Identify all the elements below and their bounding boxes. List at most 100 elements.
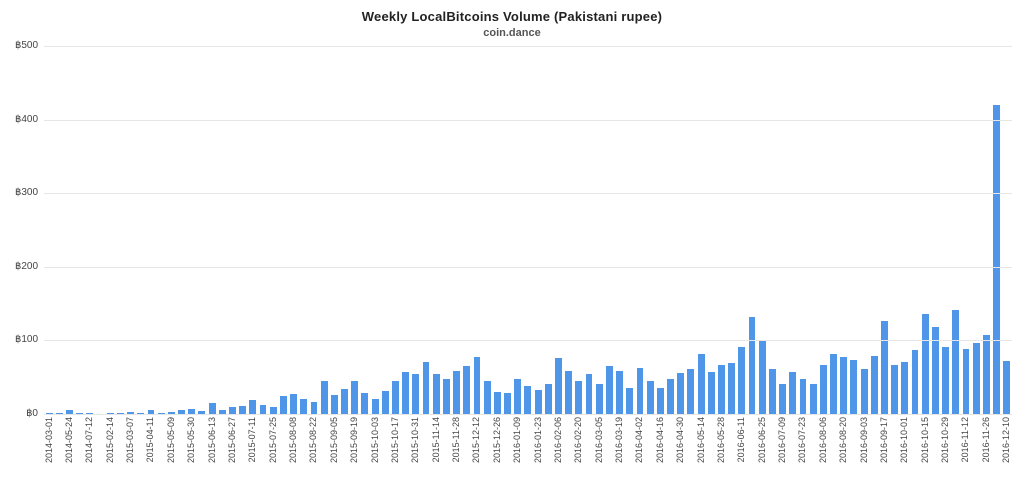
bar[interactable] [279, 395, 287, 414]
bar[interactable] [870, 355, 878, 414]
bar[interactable] [392, 380, 399, 414]
bar-slot [808, 46, 818, 414]
bar[interactable] [1003, 361, 1011, 414]
bar[interactable] [860, 369, 868, 414]
bar[interactable] [259, 405, 267, 414]
bar[interactable] [687, 369, 695, 414]
bar[interactable] [799, 379, 807, 414]
bar-slot [350, 46, 360, 414]
bar[interactable] [585, 373, 593, 414]
bar[interactable] [952, 310, 960, 414]
bar[interactable] [565, 370, 573, 414]
bar[interactable] [371, 399, 379, 414]
bar[interactable] [544, 383, 552, 414]
bar[interactable] [320, 380, 328, 414]
bar[interactable] [881, 320, 888, 414]
bar[interactable] [361, 393, 369, 414]
x-axis-slot: 2016-12-10 [1001, 417, 1012, 483]
bar[interactable] [911, 349, 919, 414]
bar[interactable] [504, 392, 511, 414]
bar[interactable] [728, 363, 736, 414]
bar[interactable] [931, 327, 939, 414]
bar[interactable] [239, 405, 247, 414]
bar[interactable] [66, 410, 73, 414]
bar[interactable] [463, 366, 471, 414]
bar[interactable] [738, 347, 746, 414]
bar[interactable] [718, 364, 725, 414]
bar[interactable] [55, 413, 63, 414]
bar[interactable] [178, 409, 185, 414]
bar[interactable] [514, 379, 522, 414]
bar[interactable] [157, 413, 165, 414]
bar[interactable] [188, 408, 196, 414]
bar[interactable] [167, 411, 175, 414]
bar[interactable] [779, 383, 787, 414]
bar[interactable] [208, 402, 216, 414]
bar[interactable] [626, 388, 634, 414]
bar[interactable] [921, 313, 929, 414]
bar[interactable] [453, 370, 461, 414]
bar[interactable] [809, 383, 817, 414]
bar[interactable] [137, 412, 145, 414]
bar[interactable] [341, 388, 348, 414]
bar[interactable] [381, 391, 389, 414]
bar[interactable] [758, 340, 766, 414]
bar[interactable] [605, 366, 613, 414]
bar[interactable] [575, 380, 583, 414]
bar[interactable] [667, 379, 674, 414]
bar[interactable] [412, 373, 420, 414]
bar[interactable] [493, 391, 501, 414]
bar[interactable] [422, 361, 430, 414]
bar-slot [890, 46, 900, 414]
bar[interactable] [616, 370, 624, 414]
bar[interactable] [147, 410, 155, 414]
bar[interactable] [819, 365, 827, 414]
bar[interactable] [45, 412, 53, 414]
bar-slot [370, 46, 380, 414]
bar[interactable] [229, 407, 236, 414]
bar[interactable] [656, 388, 664, 414]
bar[interactable] [677, 372, 685, 414]
bar[interactable] [127, 411, 135, 414]
bar[interactable] [830, 354, 837, 414]
bar[interactable] [942, 347, 950, 414]
bar[interactable] [116, 413, 124, 414]
bar[interactable] [269, 406, 277, 414]
bar[interactable] [249, 400, 257, 414]
bar[interactable] [300, 399, 308, 414]
bar[interactable] [993, 104, 1000, 414]
bar[interactable] [972, 342, 980, 414]
bar[interactable] [330, 394, 338, 414]
bar[interactable] [595, 383, 603, 414]
bar[interactable] [850, 360, 858, 414]
bar[interactable] [789, 372, 797, 414]
bar[interactable] [901, 361, 909, 414]
bar[interactable] [218, 409, 226, 414]
bar[interactable] [534, 389, 542, 414]
bar[interactable] [483, 380, 491, 414]
bar[interactable] [473, 357, 481, 414]
bar[interactable] [402, 372, 410, 414]
bar[interactable] [351, 380, 359, 414]
bar[interactable] [555, 358, 562, 414]
bar[interactable] [891, 365, 899, 414]
bar[interactable] [310, 402, 318, 414]
bar[interactable] [962, 349, 970, 414]
bar[interactable] [707, 372, 715, 414]
bar[interactable] [290, 394, 298, 414]
bar[interactable] [768, 369, 776, 414]
bar[interactable] [432, 373, 440, 414]
bar-slot [146, 46, 156, 414]
bar[interactable] [646, 380, 654, 414]
bar[interactable] [524, 386, 532, 414]
bar[interactable] [442, 378, 450, 414]
bar[interactable] [76, 413, 84, 414]
bar[interactable] [697, 354, 705, 414]
bar[interactable] [86, 412, 94, 414]
bar[interactable] [748, 316, 756, 414]
bar[interactable] [198, 411, 206, 414]
bar[interactable] [840, 357, 848, 414]
bar[interactable] [982, 334, 990, 414]
bar[interactable] [636, 367, 644, 414]
bar[interactable] [106, 412, 114, 414]
